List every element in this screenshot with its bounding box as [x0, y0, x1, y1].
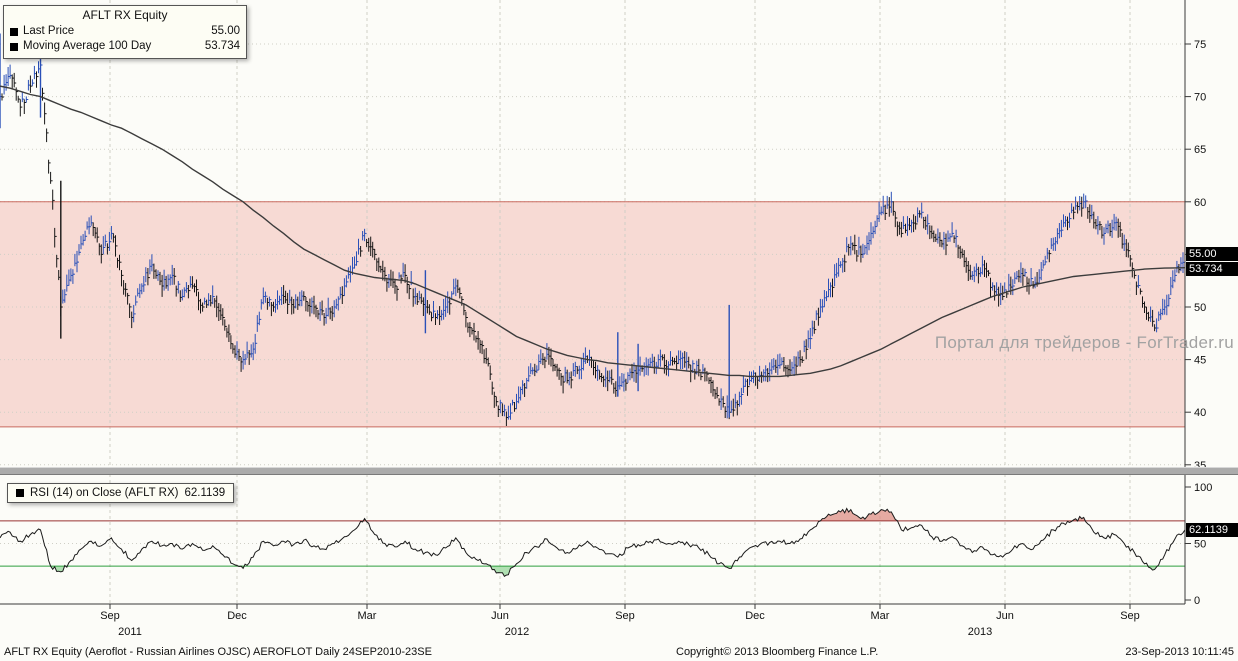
x-axis-year-label: 2012 [505, 626, 529, 638]
price-axis-label: 45 [1194, 355, 1206, 367]
x-axis-month-label: Mar [871, 610, 890, 622]
support-resistance-band [0, 201, 1185, 427]
rsi-axis-label: 100 [1194, 482, 1212, 494]
rsi-axis-label: 0 [1194, 595, 1200, 607]
x-axis-month-label: Dec [745, 610, 765, 622]
rsi-legend-value: 62.1139 [184, 487, 226, 499]
price-axis-label: 70 [1194, 92, 1206, 104]
x-axis-month-label: Mar [358, 610, 377, 622]
rsi-axis-badge: 62.1139 [1186, 522, 1238, 537]
footer-copyright: Copyright© 2013 Bloomberg Finance L.P. [676, 646, 879, 658]
rsi-legend[interactable]: RSI (14) on Close (AFLT RX) 62.1139 [7, 483, 235, 503]
footer-description: AFLT RX Equity (Aeroflot - Russian Airli… [4, 646, 432, 658]
price-axis-label: 65 [1194, 144, 1206, 156]
price-bars [0, 17, 1186, 426]
x-axis-year-label: 2013 [968, 626, 992, 638]
x-axis-month-label: Sep [100, 610, 120, 622]
series-marker-icon [16, 489, 24, 497]
price-axis-label: 50 [1194, 302, 1206, 314]
series-marker-icon [10, 27, 18, 36]
price-axis-label: 60 [1194, 197, 1206, 209]
footer: AFLT RX Equity (Aeroflot - Russian Airli… [0, 644, 1238, 661]
panel-separator[interactable] [0, 467, 1238, 475]
x-axis-year-label: 2011 [118, 626, 142, 638]
axes: 757065605550454035100500SepDecMarJunSepD… [0, 0, 1212, 638]
x-axis-month-label: Sep [1120, 610, 1140, 622]
watermark: Портал для трейдеров - ForTrader.ru [934, 333, 1234, 352]
x-axis-month-label: Jun [491, 610, 509, 622]
security-title: AFLT RX Equity [82, 8, 168, 22]
legend-value: 55.00 [211, 25, 240, 37]
legend-value: 53.734 [204, 40, 240, 52]
rsi-axis-label: 50 [1194, 539, 1206, 551]
footer-datetime: 23-Sep-2013 10:11:45 [1125, 646, 1234, 658]
rsi-panel [0, 507, 1186, 577]
legend-row-moving-average[interactable]: Moving Average 100 Day 53.734 [10, 39, 240, 54]
series-marker-icon [10, 42, 18, 51]
legend-row-last-price[interactable]: Last Price 55.00 [10, 24, 240, 39]
rsi-legend-label: RSI (14) on Close (AFLT RX) [30, 487, 179, 499]
last-price-axis-badge: 55.00 [1186, 247, 1238, 262]
legend-label: Last Price [23, 25, 75, 37]
x-axis-month-label: Dec [227, 610, 247, 622]
x-axis-month-label: Jun [996, 610, 1014, 622]
legend-label: Moving Average 100 Day [23, 40, 152, 52]
moving-average-line [0, 85, 1186, 378]
price-axis-label: 75 [1194, 39, 1206, 51]
moving-average-axis-badge: 53.734 [1186, 262, 1238, 277]
x-axis-month-label: Sep [615, 610, 635, 622]
price-legend[interactable]: AFLT RX Equity Last Price 55.00 Moving A… [3, 5, 247, 59]
price-axis-label: 40 [1194, 407, 1206, 419]
